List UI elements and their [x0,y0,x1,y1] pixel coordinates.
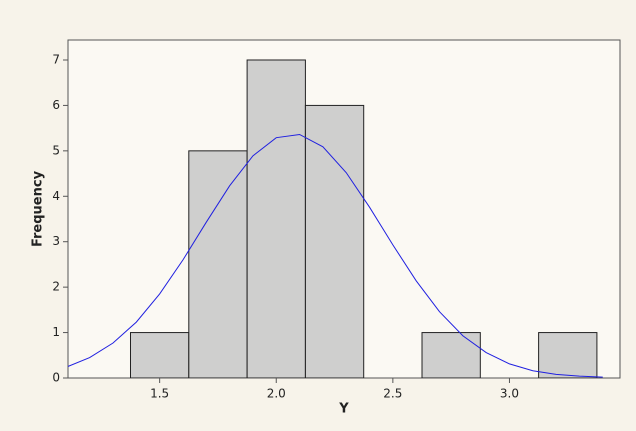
x-tick-label: 3.0 [500,387,519,401]
x-tick-label: 2.5 [383,387,402,401]
bar [305,105,363,378]
chart: Y Frequency 0 1 2 3 4 5 6 7 1.5 2.0 2.5 3.0 [0,0,636,431]
bar [422,333,480,378]
y-tick-label: 7 [52,52,60,66]
y-axis-label: Frequency [31,170,46,247]
y-tick-label: 5 [52,143,60,157]
bar [189,151,247,378]
y-tick-label: 4 [52,189,60,203]
y-tick-label: 6 [52,98,60,112]
x-axis-label: Y [338,402,349,417]
x-tick-label: 1.5 [150,387,169,401]
y-tick-label: 1 [52,325,60,339]
bar [539,333,597,378]
bar [130,333,188,378]
page: Y Frequency 012345671.52.02.53.0 (() => … [0,0,636,431]
y-tick-label: 0 [52,371,60,385]
x-tick-label: 2.0 [267,387,286,401]
y-tick-label: 2 [52,280,60,294]
bar [247,60,305,378]
y-tick-label: 3 [52,234,60,248]
